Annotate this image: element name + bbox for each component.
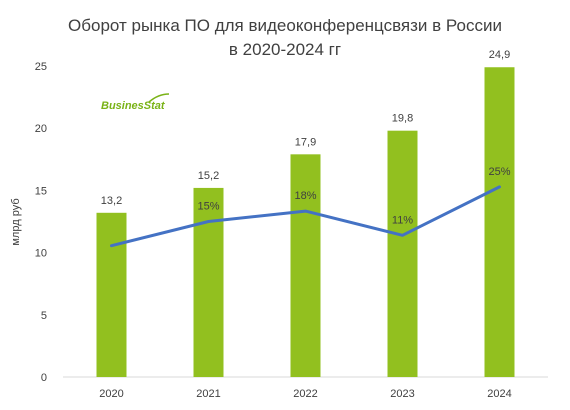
businesstat-logo: BusinesStat	[101, 93, 170, 112]
bar	[290, 154, 321, 377]
y-axis-label: млрд руб	[10, 198, 22, 245]
x-tick-label: 2020	[99, 388, 123, 400]
x-tick-label: 2024	[487, 388, 511, 400]
y-tick-label: 5	[41, 310, 47, 322]
chart-title-line-1: Оборот рынка ПО для видеоконференцсвязи …	[68, 16, 502, 35]
logo-text: BusinesStat	[101, 100, 166, 112]
growth-line-group	[110, 185, 501, 248]
chart-title-line-2: в 2020-2024 гг	[228, 40, 342, 59]
growth-value-label: 15%	[197, 201, 219, 213]
bar-value-label: 17,9	[295, 136, 316, 148]
growth-line	[110, 185, 501, 248]
y-tick-label: 15	[35, 185, 47, 197]
y-tick-label: 20	[35, 123, 47, 135]
bar-value-label: 13,2	[101, 195, 122, 207]
logo-swoosh-icon	[148, 93, 170, 103]
bar	[387, 130, 418, 377]
growth-value-label: 25%	[488, 166, 510, 178]
bar	[193, 187, 224, 377]
bar	[484, 67, 515, 377]
y-ticks-group: 0 5 10 15 20 25	[35, 61, 47, 384]
x-ticks-group: 2020 2021 2022 2023 2024	[99, 388, 511, 400]
y-axis-label-group: млрд руб	[10, 198, 22, 245]
y-tick-label: 0	[41, 372, 47, 384]
growth-value-label: 18%	[294, 190, 316, 202]
growth-labels-group: 15% 18% 11% 25%	[197, 166, 510, 226]
x-tick-label: 2023	[390, 388, 414, 400]
bar-value-label: 15,2	[198, 170, 219, 182]
y-tick-label: 10	[35, 248, 47, 260]
growth-value-label: 11%	[392, 214, 413, 226]
chart-title: Оборот рынка ПО для видеоконференцсвязи …	[0, 14, 570, 62]
x-tick-label: 2022	[293, 388, 317, 400]
x-tick-label: 2021	[196, 388, 220, 400]
bar-value-label: 19,8	[392, 113, 413, 125]
y-tick-label: 25	[35, 61, 47, 73]
bar-labels-group: 13,215,217,919,824,9	[101, 49, 510, 207]
bar	[96, 212, 127, 377]
